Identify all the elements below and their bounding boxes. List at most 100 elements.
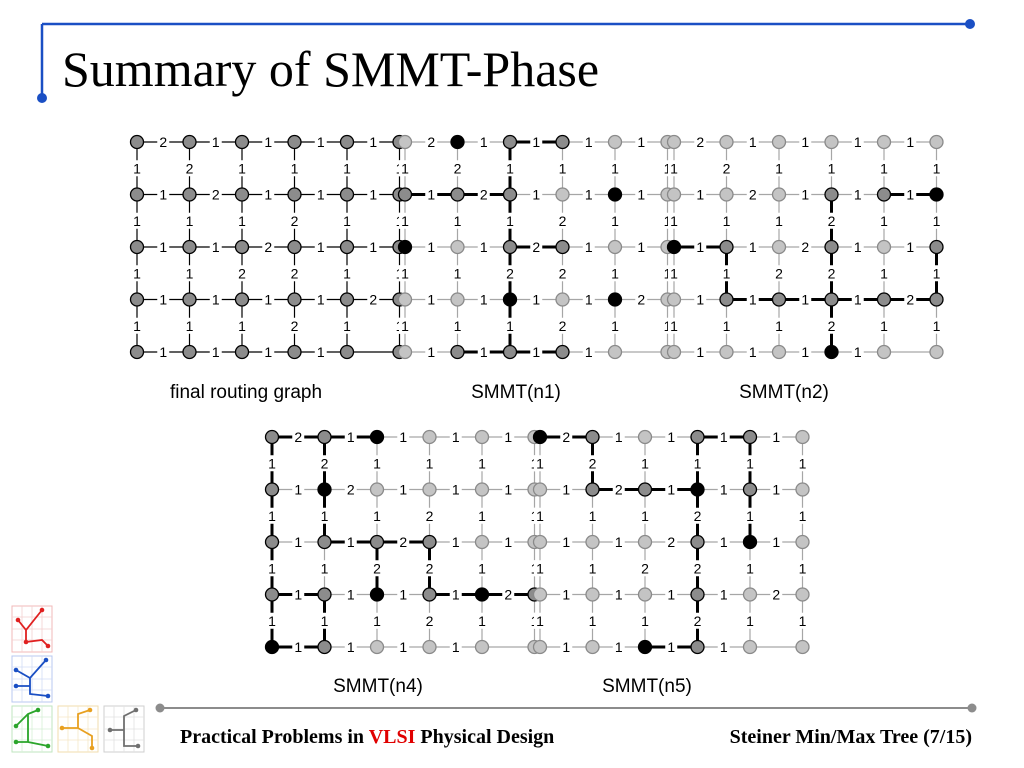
caption-smmt-n5: SMMT(n5)	[602, 676, 692, 697]
v-edge-weight: 1	[321, 613, 329, 629]
unused-node	[929, 134, 944, 150]
v-edge-weight-bg	[183, 317, 196, 334]
h-edge-weight: 2	[212, 187, 220, 203]
unused-node	[474, 534, 490, 550]
v-edge-weight-bg	[341, 265, 353, 282]
h-edge-weight: 1	[696, 239, 704, 255]
v-edge-weight-bg	[451, 317, 464, 334]
v-edge-weight-bg	[691, 507, 704, 524]
h-edge-weight-bg	[694, 291, 707, 308]
v-edge-weight-bg	[288, 212, 301, 229]
h-edge-weight: 1	[399, 429, 407, 445]
unused-node	[795, 429, 810, 445]
h-edge-weight-bg	[397, 429, 410, 445]
v-edge-weight-bg	[773, 212, 785, 229]
routing-panel-4: 2 1 1 1 1 1 2 1 1 1 1 1 2 1 1 1 1 1 1 2 1 1 1 1 1 2 1 1 1 1 1 1 1 2 1 1 1 1 2 2…	[532, 429, 810, 655]
h-edge-weight-bg	[582, 239, 595, 255]
v-edge-weight-bg	[609, 212, 621, 229]
steiner-node	[264, 534, 280, 550]
v-edge-weight: 1	[828, 160, 836, 176]
v-edge-weight: 1	[641, 455, 649, 471]
steiner-node	[824, 187, 839, 202]
grid-node	[287, 134, 302, 150]
terminal-node	[690, 482, 705, 497]
h-edge-weight-bg	[770, 586, 783, 603]
terminal-node	[607, 187, 623, 202]
v-edge-weight-bg	[371, 455, 383, 472]
h-edge-weight-bg	[157, 186, 170, 203]
h-edge-weight: 2	[637, 292, 645, 308]
v-edge-weight-bg	[451, 265, 464, 282]
unused-node	[666, 134, 682, 150]
v-edge-weight: 1	[670, 265, 678, 281]
v-edge-weight: 2	[828, 213, 836, 229]
unused-node	[637, 534, 653, 550]
v-edge-weight-bg	[504, 265, 516, 282]
unused-node	[397, 292, 413, 307]
h-edge-weight: 1	[667, 429, 675, 445]
v-edge-weight: 2	[186, 160, 194, 176]
h-edge-weight: 1	[696, 292, 704, 308]
v-edge-weight: 1	[186, 265, 194, 281]
steiner-node	[690, 639, 705, 655]
h-edge-weight: 1	[480, 239, 488, 255]
h-edge-weight-bg	[209, 239, 222, 255]
h-edge-weight-bg	[425, 344, 438, 360]
h-edge-weight-bg	[799, 291, 812, 308]
h-edge-weight: 2	[615, 482, 623, 498]
grid-node	[182, 187, 197, 202]
h-edge-weight-bg	[665, 534, 678, 550]
h-edge-weight-bg	[582, 186, 595, 203]
v-edge-weight-bg	[720, 212, 733, 229]
h-edge-weight: 1	[347, 639, 355, 655]
v-edge-weight-bg	[504, 160, 516, 177]
v-edge-weight: 1	[426, 455, 434, 471]
v-edge-weight: 1	[133, 213, 141, 229]
unused-node	[742, 639, 758, 655]
unused-node	[450, 239, 465, 255]
v-edge-weight-bg	[668, 212, 680, 229]
v-edge-weight-bg	[504, 212, 516, 229]
h-edge-weight-bg	[262, 239, 275, 255]
h-edge-weight-bg	[746, 134, 759, 150]
v-edge-weight: 1	[268, 508, 276, 524]
h-edge-weight: 1	[696, 187, 704, 203]
steiner-node	[719, 292, 734, 307]
h-edge-weight: 1	[854, 292, 862, 308]
v-edge-weight: 1	[670, 160, 678, 176]
v-edge-weight-bg	[744, 455, 756, 472]
grid-node	[339, 292, 355, 307]
v-edge-weight-bg	[318, 507, 331, 524]
v-edge-weight-bg	[556, 317, 569, 334]
h-edge-weight-bg	[904, 134, 917, 150]
h-edge-weight-bg	[157, 239, 170, 255]
v-edge-weight: 2	[559, 213, 567, 229]
steiner-node	[502, 187, 518, 202]
h-edge-weight-bg	[799, 134, 812, 150]
h-edge-weight-bg	[582, 344, 595, 360]
v-edge-weight: 1	[611, 160, 619, 176]
terminal-node	[397, 239, 413, 255]
h-edge-weight-bg	[665, 639, 678, 655]
h-edge-weight: 1	[801, 134, 809, 150]
h-edge-weight-bg	[717, 481, 730, 498]
v-edge-weight: 1	[694, 455, 702, 471]
h-edge-weight: 1	[159, 187, 167, 203]
v-edge-weight: 1	[536, 560, 544, 576]
v-edge-weight-bg	[341, 212, 353, 229]
unused-node	[637, 587, 653, 602]
h-edge-weight-bg	[449, 639, 462, 655]
unused-node	[532, 639, 548, 655]
v-edge-weight-bg	[609, 317, 621, 334]
h-edge-weight: 1	[562, 482, 570, 498]
h-edge-weight: 2	[906, 292, 914, 308]
h-edge-weight: 1	[399, 587, 407, 603]
h-edge-weight: 1	[749, 292, 757, 308]
h-edge-weight-bg	[502, 481, 515, 498]
v-edge-weight-bg	[476, 507, 488, 524]
grid-node	[129, 239, 145, 255]
v-edge-weight: 1	[454, 213, 462, 229]
h-edge-weight: 1	[427, 344, 435, 360]
h-edge-weight: 2	[294, 429, 302, 445]
h-edge-weight-bg	[477, 186, 490, 203]
